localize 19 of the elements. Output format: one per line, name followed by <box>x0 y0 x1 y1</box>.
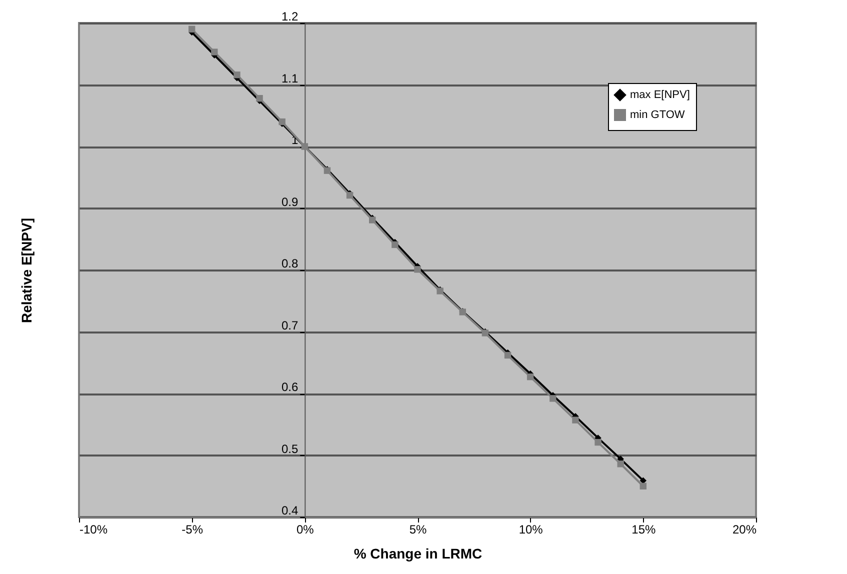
y-tick-label: 1.1 <box>281 71 298 86</box>
legend-label: max E[NPV] <box>630 89 690 101</box>
y-tick-label: 0.5 <box>281 442 298 456</box>
x-axis-title: % Change in LRMC <box>354 546 482 562</box>
legend-label: min GTOW <box>630 109 686 121</box>
y-tick-label: 0.6 <box>281 380 298 394</box>
x-tick-label: 20% <box>732 522 757 536</box>
x-tick-label: 5% <box>409 522 427 536</box>
y-axis-title: Relative E[NPV] <box>18 218 34 324</box>
x-tick-label: 15% <box>632 522 656 536</box>
y-tick-label: 0.7 <box>281 318 298 332</box>
x-tick-label: -10% <box>80 522 108 536</box>
y-tick-label: 0.4 <box>281 504 298 518</box>
y-tick-label: 0.8 <box>281 256 298 270</box>
x-tick-label: 10% <box>518 522 544 536</box>
x-tick-label: -5% <box>182 522 204 536</box>
y-tick-label: 1.2 <box>281 10 298 24</box>
x-tick-label: 0% <box>296 522 314 536</box>
y-tick-label: 0.9 <box>281 194 298 209</box>
